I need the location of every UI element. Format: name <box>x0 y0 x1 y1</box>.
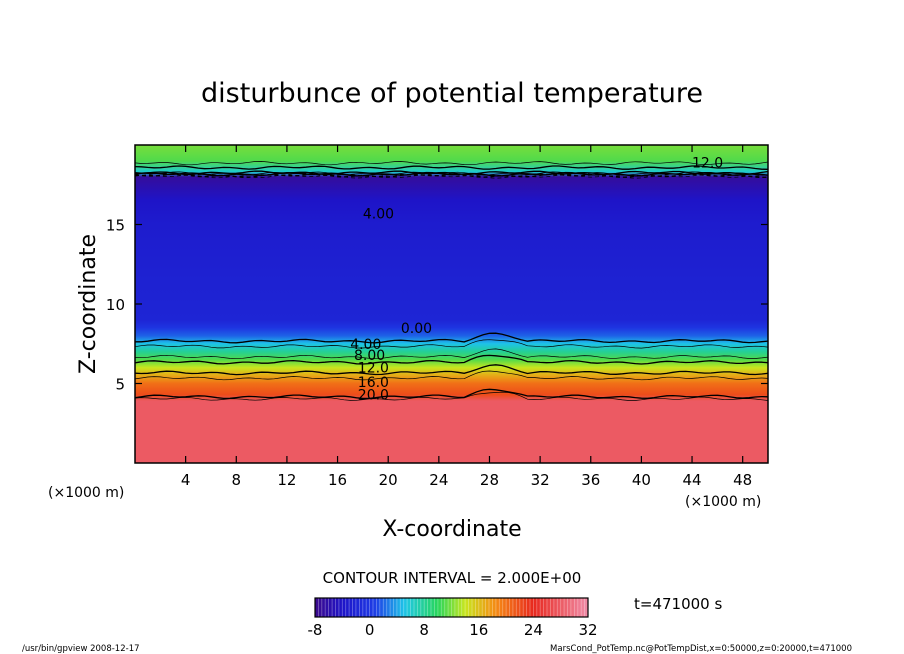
contour-lines <box>135 161 768 401</box>
colorbar-tick-label: -8 <box>308 621 323 639</box>
colorbar-tick-label: 24 <box>524 621 543 639</box>
contour-label: 20.0 <box>358 388 389 404</box>
contour-label: 8.00 <box>354 348 385 364</box>
colorbar: -8 0 8 16 24 32 <box>308 597 598 639</box>
contour-line <box>135 370 768 381</box>
contour-label: 0.00 <box>401 321 432 337</box>
y-tick-label: 15 <box>106 217 125 235</box>
colorbar-ticks: -8 0 8 16 24 32 <box>308 621 598 639</box>
footer-left: /usr/bin/gpview 2008-12-17 <box>22 644 140 654</box>
contour-label: 16.0 <box>358 375 389 391</box>
x-tick-label: 40 <box>632 471 651 489</box>
contour-line <box>135 339 768 349</box>
x-axis-ticks: 4 8 12 16 20 24 28 32 36 40 44 48 <box>181 145 752 489</box>
footer-right: MarsCond_PotTemp.nc@PotTempDist,x=0:5000… <box>550 644 852 654</box>
contour-line <box>135 391 768 401</box>
colorbar-tick-label: 0 <box>365 621 375 639</box>
contour-line <box>135 364 768 376</box>
colorbar-frame <box>314 597 589 618</box>
colorbar-tick-label: 8 <box>419 621 429 639</box>
x-tick-label: 12 <box>277 471 296 489</box>
x-tick-label: 16 <box>328 471 347 489</box>
contour-line <box>135 388 768 400</box>
contour-line <box>135 348 768 360</box>
x-unit-label-left: (×1000 m) <box>48 485 124 501</box>
x-tick-label: 8 <box>232 471 242 489</box>
contour-line <box>135 161 768 166</box>
y-axis-label: Z-coordinate <box>76 234 101 374</box>
colorbar-stripes <box>317 598 585 617</box>
colorbar-fill <box>315 598 588 617</box>
contour-interval-label: CONTOUR INTERVAL = 2.000E+00 <box>323 569 582 587</box>
contour-line <box>135 165 768 170</box>
chart-title: disturbunce of potential temperature <box>201 78 703 109</box>
x-tick-label: 32 <box>531 471 550 489</box>
x-axis-label: X-coordinate <box>382 517 521 542</box>
x-tick-label: 48 <box>733 471 752 489</box>
time-label: t=471000 s <box>634 595 722 613</box>
contour-label: 4.00 <box>363 206 394 222</box>
y-tick-label: 5 <box>115 376 125 394</box>
contour-label: 12.0 <box>692 156 723 172</box>
contour-line <box>135 354 768 365</box>
x-tick-label: 4 <box>181 471 191 489</box>
colorbar-tick-label: 16 <box>469 621 488 639</box>
x-tick-label: 28 <box>480 471 499 489</box>
y-axis-ticks: 5 10 15 <box>106 217 768 394</box>
contour-label: 12.0 <box>358 361 389 377</box>
x-tick-label: 20 <box>379 471 398 489</box>
contour-line <box>135 170 768 176</box>
x-unit-label-right: (×1000 m) <box>685 494 761 510</box>
contour-label: 4.00 <box>350 337 381 353</box>
y-tick-label: 10 <box>106 296 125 314</box>
x-tick-label: 24 <box>429 471 448 489</box>
field-fill <box>135 145 768 463</box>
x-tick-label: 44 <box>682 471 701 489</box>
x-tick-label: 36 <box>581 471 600 489</box>
contour-line <box>135 171 768 177</box>
colorbar-tick-label: 32 <box>578 621 597 639</box>
contour-line <box>135 332 768 344</box>
